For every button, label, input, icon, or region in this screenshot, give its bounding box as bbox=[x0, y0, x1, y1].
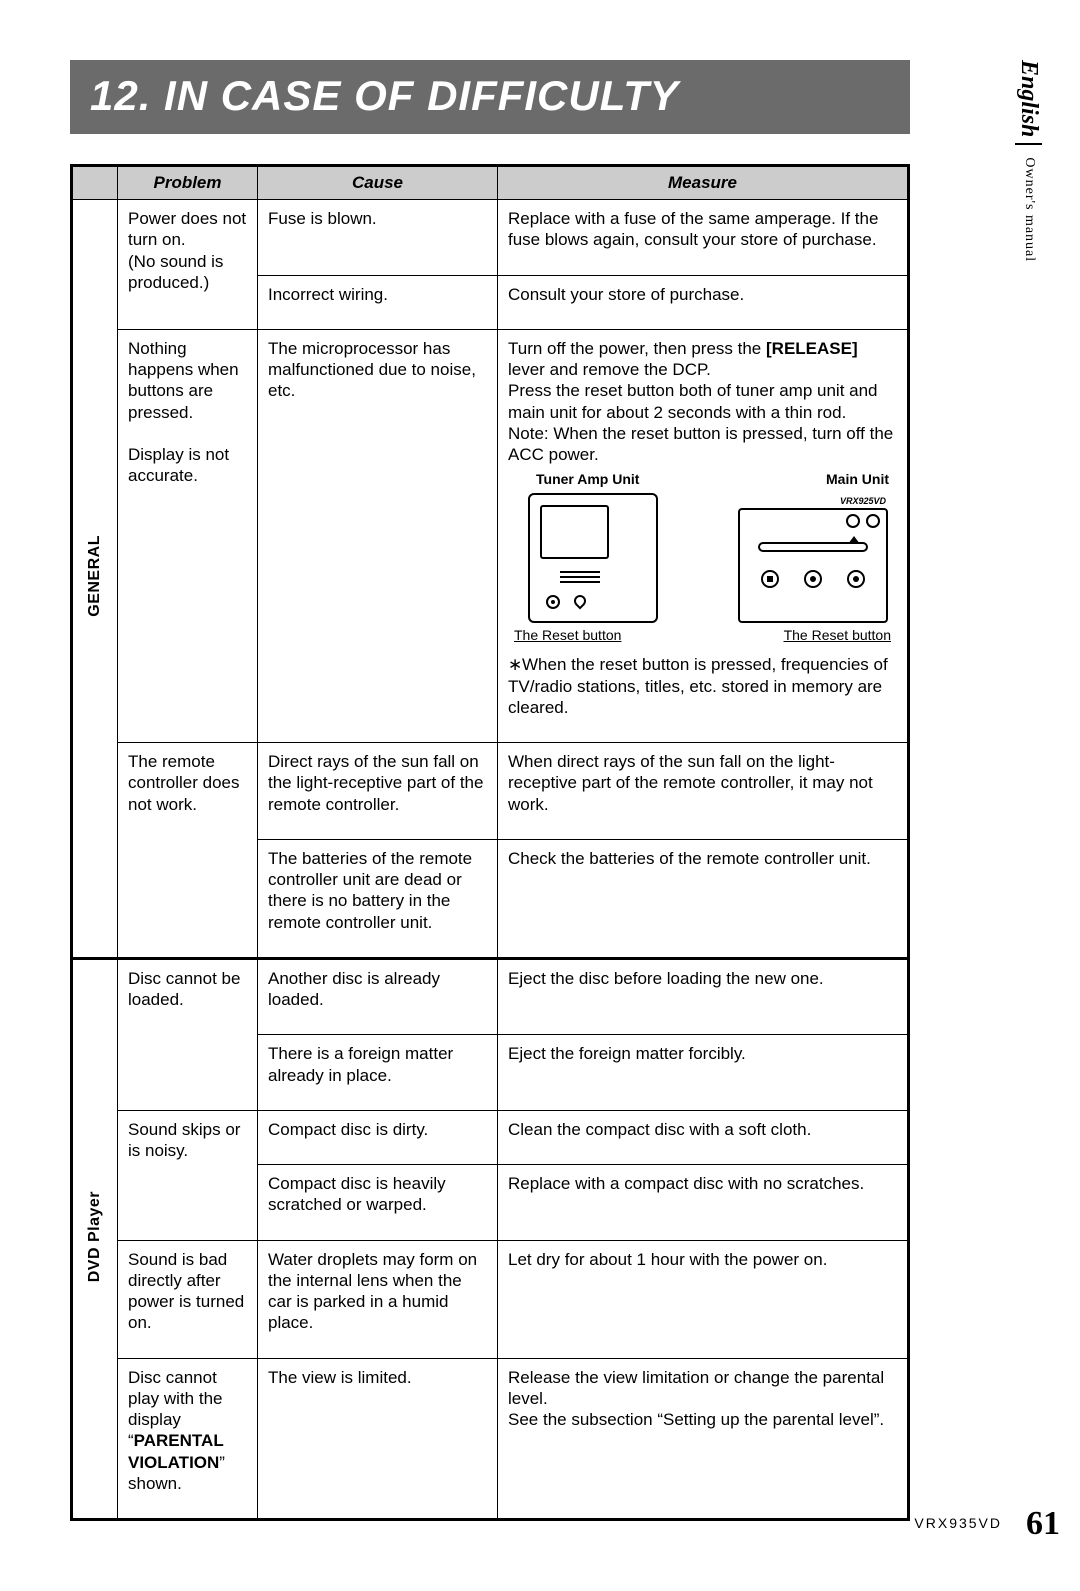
header-blank bbox=[72, 166, 118, 200]
table-row: DVD Player Disc cannot be loaded. Anothe… bbox=[72, 958, 909, 1035]
reset-caption-right: The Reset button bbox=[784, 627, 891, 645]
reset-button-icon bbox=[546, 595, 560, 609]
problem-cell: Disc cannot be loaded. bbox=[118, 958, 258, 1110]
jack-icon bbox=[761, 570, 779, 588]
model-label: VRX925VD bbox=[840, 496, 886, 507]
measure-cell: Consult your store of purchase. bbox=[498, 275, 909, 329]
table-row: GENERAL Power does not turn on. (No soun… bbox=[72, 200, 909, 276]
table-row: Sound is bad directly after power is tur… bbox=[72, 1240, 909, 1358]
cause-cell: Another disc is already loaded. bbox=[258, 958, 498, 1035]
table-row: Disc cannot play with the display “PAREN… bbox=[72, 1358, 909, 1520]
reset-diagram: Tuner Amp Unit Main Unit VRX925VD bbox=[508, 471, 897, 644]
measure-cell: Replace with a fuse of the same amperage… bbox=[498, 200, 909, 276]
cause-cell: The view is limited. bbox=[258, 1358, 498, 1520]
release-label: [RELEASE] bbox=[766, 339, 858, 358]
table-header-row: Problem Cause Measure bbox=[72, 166, 909, 200]
parental-label: PARENTAL VIOLATION bbox=[128, 1431, 223, 1471]
cause-cell: The batteries of the remote controller u… bbox=[258, 839, 498, 958]
reset-caption-left: The Reset button bbox=[514, 627, 621, 645]
note-text: When the reset button is pressed, freque… bbox=[508, 655, 888, 717]
jack-icon bbox=[847, 570, 865, 588]
tuner-unit-icon bbox=[528, 493, 658, 623]
reset-button-icon bbox=[804, 570, 822, 588]
cause-cell: There is a foreign matter already in pla… bbox=[258, 1035, 498, 1111]
page-number: 61 bbox=[1026, 1505, 1060, 1543]
measure-cell: When direct rays of the sun fall on the … bbox=[498, 743, 909, 840]
table-row: Nothing happens when buttons are pressed… bbox=[72, 329, 909, 742]
section-title: 12. IN CASE OF DIFFICULTY bbox=[70, 60, 910, 134]
problem-cell: The remote controller does not work. bbox=[118, 743, 258, 959]
cause-cell: Water droplets may form on the internal … bbox=[258, 1240, 498, 1358]
problem-cell: Sound is bad directly after power is tur… bbox=[118, 1240, 258, 1358]
problem-cell: Sound skips or is noisy. bbox=[118, 1110, 258, 1240]
measure-cell: Eject the foreign matter forcibly. bbox=[498, 1035, 909, 1111]
section-dvd-cell: DVD Player bbox=[72, 958, 118, 1519]
cause-cell: The microprocessor has malfunctioned due… bbox=[258, 329, 498, 742]
main-unit-label: Main Unit bbox=[826, 471, 889, 489]
table-row: The remote controller does not work. Dir… bbox=[72, 743, 909, 840]
cause-cell: Compact disc is dirty. bbox=[258, 1110, 498, 1164]
measure-cell: Turn off the power, then press the [RELE… bbox=[498, 329, 909, 742]
measure-text: Turn off the power, then press the bbox=[508, 339, 766, 358]
cause-cell: Fuse is blown. bbox=[258, 200, 498, 276]
measure-cell: Clean the compact disc with a soft cloth… bbox=[498, 1110, 909, 1164]
language-tab: English Owner's manual bbox=[1015, 60, 1042, 262]
tuner-unit-label: Tuner Amp Unit bbox=[536, 471, 639, 489]
section-dvd-label: DVD Player bbox=[85, 1191, 105, 1282]
measure-cell: Eject the disc before loading the new on… bbox=[498, 958, 909, 1035]
section-general-cell: GENERAL bbox=[72, 200, 118, 959]
problem-cell: Power does not turn on. (No sound is pro… bbox=[118, 200, 258, 330]
main-unit-icon: VRX925VD bbox=[738, 508, 888, 623]
measure-text: lever and remove the DCP. Press the rese… bbox=[508, 360, 893, 464]
table-row: Sound skips or is noisy. Compact disc is… bbox=[72, 1110, 909, 1164]
manual-type-label: Owner's manual bbox=[1022, 157, 1037, 262]
header-cause: Cause bbox=[258, 166, 498, 200]
measure-cell: Check the batteries of the remote contro… bbox=[498, 839, 909, 958]
header-problem: Problem bbox=[118, 166, 258, 200]
manual-page: 12. IN CASE OF DIFFICULTY English Owner'… bbox=[0, 0, 1080, 1591]
header-measure: Measure bbox=[498, 166, 909, 200]
measure-note: ∗When the reset button is pressed, frequ… bbox=[508, 654, 897, 718]
troubleshooting-table: Problem Cause Measure GENERAL Power does… bbox=[70, 164, 910, 1521]
problem-text: Nothing happens when buttons are pressed… bbox=[128, 339, 239, 422]
cause-cell: Compact disc is heavily scratched or war… bbox=[258, 1165, 498, 1241]
measure-cell: Let dry for about 1 hour with the power … bbox=[498, 1240, 909, 1358]
section-general-label: GENERAL bbox=[85, 535, 105, 617]
measure-cell: Release the view limitation or change th… bbox=[498, 1358, 909, 1520]
cause-cell: Direct rays of the sun fall on the light… bbox=[258, 743, 498, 840]
cause-cell: Incorrect wiring. bbox=[258, 275, 498, 329]
problem-text: Display is not accurate. bbox=[128, 445, 229, 485]
problem-cell: Disc cannot play with the display “PAREN… bbox=[118, 1358, 258, 1520]
language-label: English bbox=[1015, 60, 1042, 145]
problem-cell: Nothing happens when buttons are pressed… bbox=[118, 329, 258, 742]
measure-cell: Replace with a compact disc with no scra… bbox=[498, 1165, 909, 1241]
